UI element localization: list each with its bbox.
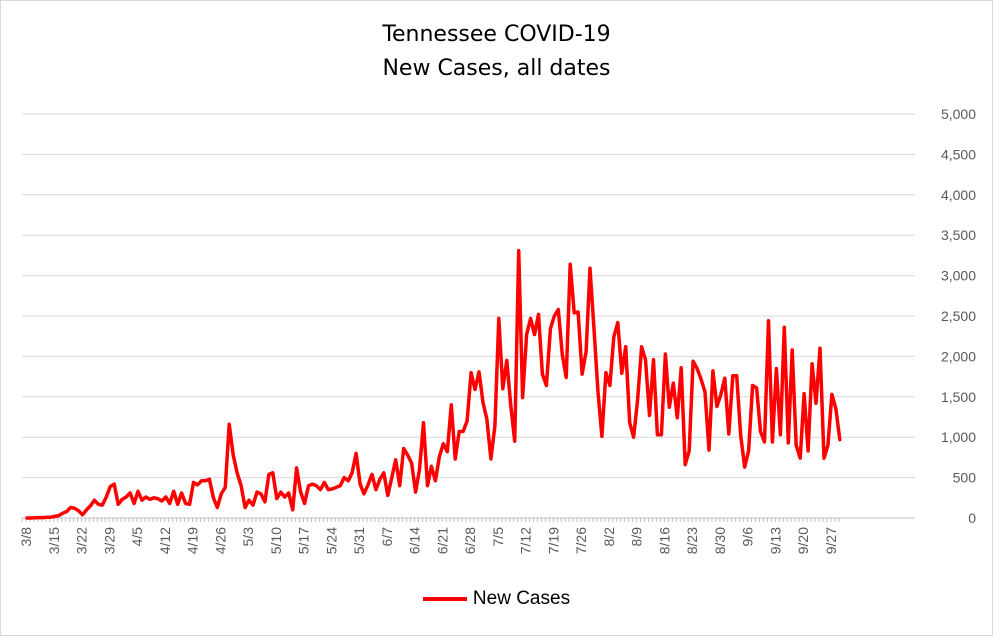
x-tick-label: 9/13 [767, 527, 783, 554]
x-tick-label: 5/3 [240, 527, 256, 547]
series-line-new-cases [25, 248, 842, 520]
y-tick-label: 1,500 [941, 389, 976, 405]
y-tick-label: 5,000 [941, 106, 976, 122]
x-tick-label: 9/6 [740, 527, 756, 547]
x-tick-label: 4/5 [129, 527, 145, 547]
x-tick-label: 6/14 [407, 527, 423, 554]
y-tick-label: 2,500 [941, 308, 976, 324]
x-tick-label: 7/26 [573, 527, 589, 554]
legend-label-new-cases: New Cases [472, 588, 571, 609]
y-tick-label: 2,000 [941, 348, 976, 364]
chart-subtitle: New Cases, all dates [382, 56, 611, 81]
x-tick-label: 9/27 [823, 527, 839, 554]
y-tick-label: 3,000 [941, 268, 976, 284]
y-tick-label: 0 [968, 510, 976, 526]
chart-title: Tennessee COVID-19 New Cases, all dates [0, 18, 993, 86]
x-tick-label: 5/10 [268, 527, 284, 554]
y-tick-label: 500 [953, 470, 977, 486]
y-tick-label: 3,500 [941, 227, 976, 243]
x-tick-label: 4/26 [212, 527, 228, 554]
legend-swatch [422, 597, 467, 601]
x-tick-label: 5/31 [351, 527, 367, 554]
x-tick-label: 6/7 [379, 527, 395, 547]
x-tick-label: 5/17 [296, 527, 312, 554]
x-tick-label: 7/19 [545, 527, 561, 554]
x-tick-label: 4/19 [185, 527, 201, 554]
x-tick-label: 8/30 [712, 527, 728, 554]
x-tick-label: 6/21 [434, 527, 450, 554]
x-tick-label: 3/22 [74, 527, 90, 554]
x-tick-label: 8/9 [629, 527, 645, 547]
y-tick-label: 4,500 [941, 146, 976, 162]
chart-title-line1: Tennessee COVID-19 [382, 22, 611, 47]
legend: New Cases [0, 588, 993, 610]
x-tick-label: 8/16 [656, 527, 672, 554]
x-tick-label: 3/29 [101, 527, 117, 554]
x-tick-label: 5/24 [323, 527, 339, 554]
x-tick-label: 4/12 [157, 527, 173, 554]
y-tick-label: 1,000 [941, 429, 976, 445]
x-tick-label: 3/8 [18, 527, 34, 547]
x-tick-label: 8/2 [601, 527, 617, 547]
x-tick-label: 7/5 [490, 527, 506, 547]
x-tick-label: 3/15 [46, 527, 62, 554]
x-tick-label: 8/23 [684, 527, 700, 554]
x-tick-label: 6/28 [462, 527, 478, 554]
x-tick-label: 9/20 [795, 527, 811, 554]
y-tick-label: 4,000 [941, 187, 976, 203]
x-tick-label: 7/12 [518, 527, 534, 554]
